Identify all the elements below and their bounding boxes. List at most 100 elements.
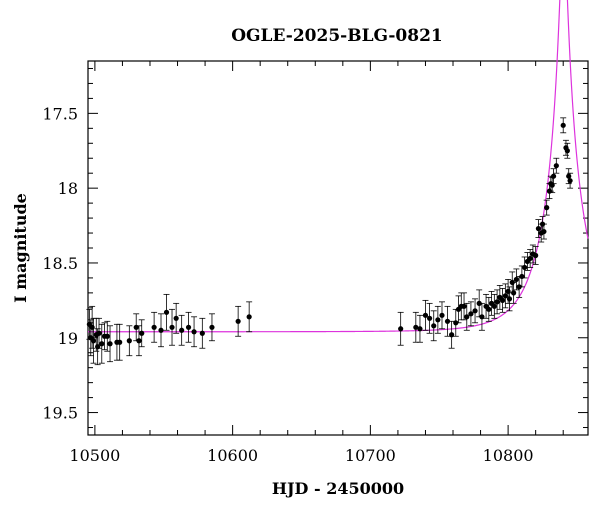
data-point-0 <box>86 308 93 340</box>
data-point-24 <box>191 316 198 348</box>
y-axis-label: I magnitude <box>11 193 30 303</box>
data-points <box>86 117 574 366</box>
point-marker <box>544 205 550 211</box>
data-point-6 <box>96 317 103 349</box>
data-point-54 <box>499 287 506 313</box>
data-point-9 <box>104 320 111 352</box>
point-marker <box>158 327 164 333</box>
plot-area <box>86 0 589 436</box>
data-point-7 <box>98 323 105 364</box>
data-point-38 <box>448 320 455 349</box>
data-point-48 <box>483 293 490 319</box>
point-marker <box>246 314 252 320</box>
point-marker <box>136 338 142 344</box>
point-marker <box>560 122 566 128</box>
x-tick-label-10800: 10800 <box>483 446 534 465</box>
point-marker <box>513 276 519 283</box>
point-marker <box>413 324 419 330</box>
data-point-36 <box>438 301 445 330</box>
data-point-52 <box>494 289 501 315</box>
data-point-27 <box>235 305 242 337</box>
point-marker <box>191 329 197 335</box>
point-marker <box>107 341 113 347</box>
data-point-14 <box>133 313 140 342</box>
data-point-29 <box>397 311 404 346</box>
data-point-35 <box>434 305 441 334</box>
data-point-22 <box>178 314 185 346</box>
data-point-32 <box>422 299 429 331</box>
point-marker <box>468 311 474 317</box>
data-point-71 <box>540 223 547 240</box>
point-marker <box>139 330 145 336</box>
data-point-82 <box>567 172 574 189</box>
point-marker <box>491 303 497 309</box>
point-marker <box>522 264 528 271</box>
point-marker <box>486 306 492 312</box>
point-marker <box>444 318 451 324</box>
data-point-43 <box>463 302 470 331</box>
point-marker <box>169 324 175 330</box>
point-marker <box>96 330 102 336</box>
point-marker <box>439 312 445 318</box>
y-tick-labels: 17.5 18 18.5 19 19.5 <box>42 104 78 422</box>
data-point-67 <box>532 246 539 265</box>
data-point-12 <box>116 323 123 361</box>
point-marker <box>431 323 437 329</box>
y-tick-label-18.5: 18.5 <box>42 254 78 273</box>
data-point-28 <box>246 301 253 333</box>
point-marker <box>417 326 423 332</box>
point-marker <box>163 309 170 315</box>
data-point-59 <box>510 282 517 304</box>
data-point-65 <box>527 249 534 268</box>
point-marker <box>199 330 205 336</box>
data-point-72 <box>543 199 550 216</box>
data-point-10 <box>107 325 114 363</box>
chart-title: OGLE-2025-BLG-0821 <box>231 26 443 46</box>
point-marker <box>398 326 404 332</box>
point-marker <box>494 299 500 305</box>
y-tick-label-19: 19 <box>58 329 78 348</box>
point-marker <box>550 173 557 179</box>
data-point-57 <box>506 286 513 312</box>
y-tick-label-18: 18 <box>58 179 78 198</box>
data-point-19 <box>163 293 170 331</box>
point-marker <box>461 303 467 309</box>
data-point-26 <box>208 313 215 342</box>
point-marker <box>99 341 105 347</box>
plot-frame <box>87 60 589 436</box>
data-point-15 <box>135 325 142 357</box>
data-point-16 <box>138 319 145 348</box>
point-marker <box>464 314 470 320</box>
data-point-21 <box>173 302 180 334</box>
point-marker <box>500 297 506 303</box>
data-point-25 <box>199 317 206 349</box>
point-marker <box>527 255 533 262</box>
data-point-40 <box>455 295 462 324</box>
x-tick-label-10500: 10500 <box>69 446 120 465</box>
x-tick-label-10700: 10700 <box>345 446 396 465</box>
data-point-45 <box>472 298 479 324</box>
point-marker <box>209 324 215 330</box>
data-point-78 <box>560 117 567 134</box>
data-point-17 <box>151 311 158 343</box>
point-marker <box>89 324 95 330</box>
point-marker <box>535 225 542 232</box>
data-point-49 <box>485 296 492 322</box>
data-point-63 <box>521 256 528 279</box>
point-marker <box>533 252 539 259</box>
data-point-31 <box>416 314 423 343</box>
data-point-18 <box>158 313 165 348</box>
data-point-34 <box>430 310 437 342</box>
point-marker <box>502 293 508 299</box>
data-point-20 <box>169 308 176 346</box>
x-axis-label: HJD - 2450000 <box>272 479 404 498</box>
point-marker <box>235 318 241 324</box>
point-marker <box>564 148 570 154</box>
data-point-33 <box>426 302 433 334</box>
y-tick-label-17.5: 17.5 <box>42 104 78 123</box>
point-marker <box>422 312 429 318</box>
point-marker <box>506 296 513 302</box>
data-point-37 <box>444 305 451 337</box>
data-point-77 <box>553 157 560 174</box>
data-point-51 <box>491 293 498 319</box>
